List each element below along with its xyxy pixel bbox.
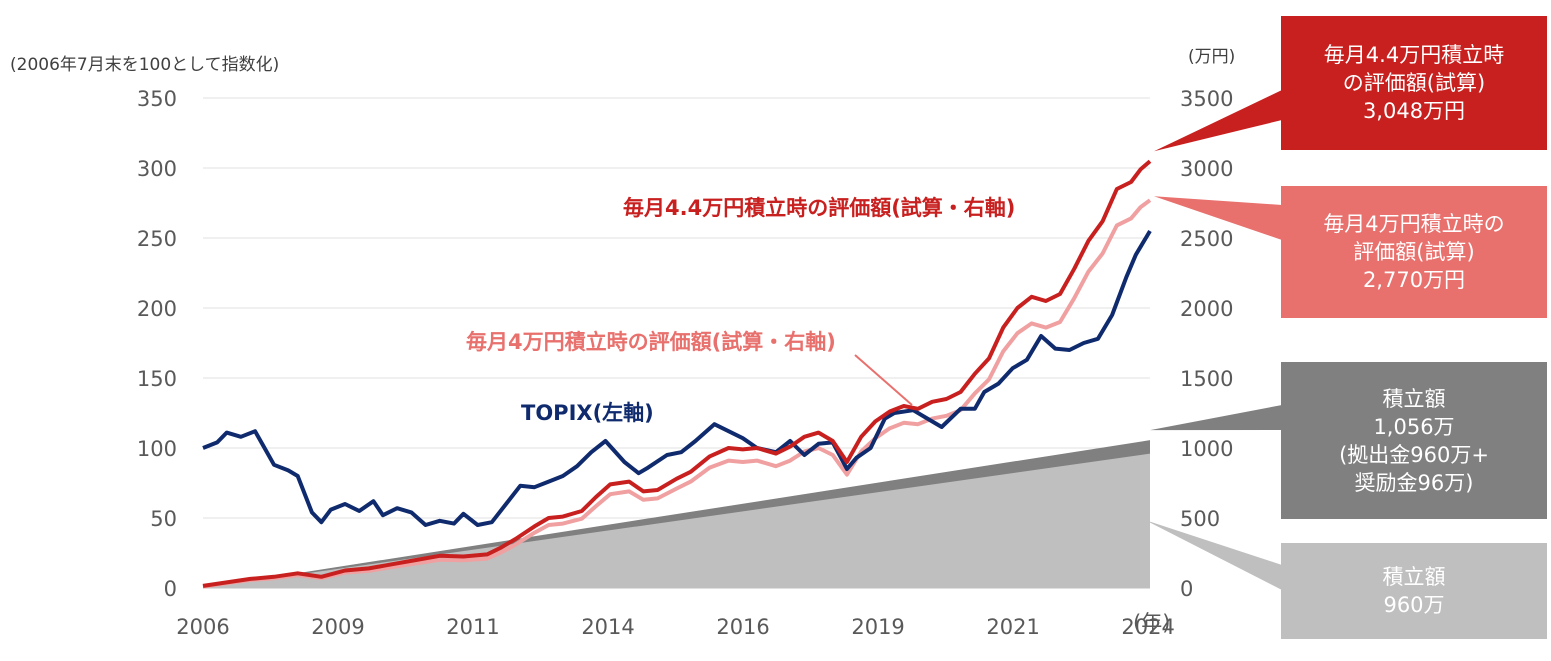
- series-lines: [202, 159, 1152, 589]
- callout-4man-line1: 毎月4万円積立時の: [1323, 212, 1505, 236]
- left-tick-label: 0: [164, 577, 177, 601]
- x-tick-label: 2011: [446, 615, 499, 639]
- right-tick-label: 500: [1180, 507, 1220, 531]
- right-tick-label: 2000: [1180, 297, 1233, 321]
- callout-pointer-4-4man: [1154, 90, 1282, 152]
- callout-4-4man-line1: 毎月4.4万円積立時: [1323, 43, 1505, 67]
- axis-ticks: 0501001502002503003500500100015002000250…: [137, 87, 1234, 639]
- x-tick-label: 2016: [716, 615, 769, 639]
- contribution-areas: [203, 440, 1150, 588]
- left-tick-label: 150: [137, 367, 177, 391]
- left-tick-label: 200: [137, 297, 177, 321]
- right-tick-label: 2500: [1180, 227, 1233, 251]
- right-axis-unit: (万円): [1188, 47, 1235, 67]
- callout-pointer-base: [1145, 520, 1282, 590]
- callout-4man-line2: 評価額(試算): [1353, 240, 1475, 264]
- x-tick-label: 2024: [1121, 615, 1174, 639]
- callout-total-line2: 1,056万: [1373, 414, 1455, 439]
- left-tick-label: 250: [137, 227, 177, 251]
- callout-total-line1: 積立額: [1382, 386, 1446, 411]
- right-tick-label: 1500: [1180, 367, 1233, 391]
- callout-4man-value: 2,770万円: [1362, 268, 1466, 292]
- left-tick-label: 300: [137, 157, 177, 181]
- x-axis-unit: (年): [1133, 611, 1170, 635]
- series-label-topix: TOPIX(左軸): [521, 401, 654, 425]
- series-label-4-4man: 毎月4.4万円積立時の評価額(試算・右軸): [623, 196, 1015, 220]
- left-axis-label: (2006年7月末を100として指数化): [10, 55, 279, 75]
- right-tick-label: 3500: [1180, 87, 1233, 111]
- x-tick-label: 2009: [311, 615, 364, 639]
- callout-4man: 毎月4万円積立時の 評価額(試算) 2,770万円: [1281, 186, 1547, 318]
- callout-pointer-4man: [1154, 196, 1282, 240]
- callout-base-contribution: 積立額 960万: [1281, 543, 1547, 639]
- line-topix: [202, 229, 1152, 527]
- callout-4-4man-value: 3,048万円: [1362, 99, 1466, 123]
- callout-pointer-total: [1150, 405, 1282, 431]
- x-tick-label: 2006: [176, 615, 229, 639]
- callout-base-line1: 積立額: [1382, 565, 1446, 589]
- callout-total-line3: (拠出金960万+: [1339, 442, 1489, 467]
- x-tick-label: 2021: [986, 615, 1039, 639]
- callout-base-line2: 960万: [1383, 593, 1445, 617]
- callout-total-line4: 奨励金96万): [1354, 470, 1474, 495]
- right-tick-label: 0: [1180, 577, 1193, 601]
- callout-4-4man-line2: の評価額(試算): [1342, 71, 1486, 95]
- left-tick-label: 50: [150, 507, 177, 531]
- x-tick-label: 2019: [851, 615, 904, 639]
- callout-total-contribution: 積立額 1,056万 (拠出金960万+ 奨励金96万): [1281, 362, 1547, 519]
- line-4man: [202, 198, 1152, 589]
- x-tick-label: 2014: [581, 615, 634, 639]
- callout-4-4man: 毎月4.4万円積立時 の評価額(試算) 3,048万円: [1281, 16, 1547, 150]
- right-tick-label: 3000: [1180, 157, 1233, 181]
- line-4-4man: [202, 159, 1152, 588]
- right-tick-label: 1000: [1180, 437, 1233, 461]
- series-label-4man: 毎月4万円積立時の評価額(試算・右軸): [466, 330, 836, 354]
- left-tick-label: 100: [137, 437, 177, 461]
- callout-pointers: [1145, 90, 1282, 590]
- left-tick-label: 350: [137, 87, 177, 111]
- gridlines: [203, 97, 1150, 589]
- label-leader-line: [854, 354, 913, 406]
